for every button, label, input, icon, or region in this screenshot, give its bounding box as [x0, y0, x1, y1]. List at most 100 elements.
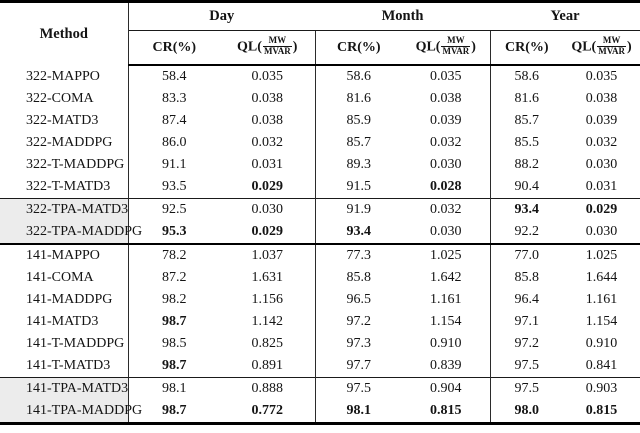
table-row: 141-TPA-MADDPG 98.7 0.772 98.1 0.815 98.0 0.81…: [0, 400, 640, 424]
table-row: 141-MADDPG 98.2 1.156 96.5 1.161 96.4 1.161: [0, 289, 640, 311]
value-cell: 0.038: [251, 113, 284, 128]
value-cell: 85.8: [314, 267, 403, 289]
column-header-year-ql: QL(MW MVAR): [563, 30, 640, 66]
column-group-month: Month: [315, 1, 491, 31]
value-cell: 85.5: [489, 132, 564, 154]
value-cell: 0.031: [585, 179, 618, 194]
value-cell: 0.038: [251, 91, 284, 106]
value-cell: 0.035: [430, 69, 462, 84]
value-cell: 1.644: [585, 270, 618, 285]
method-cell: 322-TPA-MADDPG: [0, 221, 142, 244]
value-cell: 0.815: [585, 403, 618, 418]
value-cell: 97.1: [489, 311, 564, 333]
value-cell: 0.032: [585, 135, 618, 150]
value-cell: 98.1: [314, 400, 403, 424]
column-header-month-ql: QL(MW MVAR): [402, 30, 491, 66]
value-cell: 0.028: [430, 179, 462, 194]
method-cell: 141-MADDPG: [26, 292, 113, 307]
method-cell: 141-COMA: [26, 270, 94, 285]
method-cell: 141-T-MATD3: [26, 358, 111, 373]
method-cell: 322-TPA-MATD3: [0, 198, 128, 221]
value-cell: 0.030: [585, 224, 618, 239]
value-cell: 1.631: [251, 270, 284, 285]
group-header-row: Method Day Month Year: [0, 1, 640, 65]
column-header-month-cr: CR(%): [314, 30, 403, 66]
value-cell: 96.4: [489, 289, 564, 311]
value-cell: 0.772: [251, 403, 284, 418]
method-cell: 141-TPA-MADDPG: [0, 400, 142, 424]
value-cell: 98.7: [127, 311, 220, 333]
ql-suffix: ): [292, 39, 298, 55]
value-cell: 58.6: [489, 65, 564, 88]
value-cell: 91.1: [127, 154, 220, 176]
table-row: 141-MATD3 98.7 1.142 97.2 1.154 97.1 1.154: [0, 311, 640, 333]
value-cell: 77.0: [489, 243, 564, 267]
value-cell: 78.2: [127, 243, 220, 267]
method-cell: 322-MADDPG: [26, 135, 113, 150]
value-cell: 93.4: [489, 198, 564, 221]
ql-fraction-denominator: MVAR: [598, 46, 626, 56]
table-row: 322-COMA 83.3 0.038 81.6 0.038 81.6 0.038: [0, 88, 640, 110]
value-cell: 83.3: [127, 88, 220, 110]
table-header: Method Day Month Year CR(%) QL(MW MVAR) C…: [0, 1, 640, 66]
table-row: 141-MAPPO 78.2 1.037 77.3 1.025 77.0 1.025: [0, 243, 640, 267]
value-cell: 98.2: [127, 289, 220, 311]
value-cell: 0.825: [251, 336, 284, 351]
value-cell: 0.038: [430, 91, 462, 106]
value-cell: 1.156: [251, 292, 284, 307]
table-row: 322-TPA-MADDPG 95.3 0.029 93.4 0.030 92.2 0.03…: [0, 221, 640, 244]
value-cell: 0.032: [430, 135, 462, 150]
value-cell: 0.029: [251, 179, 284, 194]
table-row: 322-MATD3 87.4 0.038 85.9 0.039 85.7 0.039: [0, 110, 640, 132]
ql-suffix: ): [471, 39, 476, 55]
value-cell: 97.5: [314, 377, 403, 400]
ql-prefix: QL(: [237, 39, 262, 55]
value-cell: 81.6: [314, 88, 403, 110]
value-cell: 87.2: [127, 267, 220, 289]
value-cell: 0.904: [402, 377, 491, 400]
value-cell: 98.7: [127, 400, 220, 424]
ql-prefix: QL(: [571, 39, 597, 55]
value-cell: 58.4: [127, 65, 220, 88]
value-cell: 0.910: [430, 336, 462, 351]
value-cell: 0.032: [402, 198, 491, 221]
value-cell: 81.6: [489, 88, 564, 110]
ql-fraction: MW MVAR: [262, 35, 292, 57]
value-cell: 0.841: [585, 358, 618, 373]
value-cell: 0.910: [585, 336, 618, 351]
ql-suffix: ): [627, 39, 632, 55]
value-cell: 85.7: [489, 110, 564, 132]
value-cell: 0.839: [430, 358, 462, 373]
value-cell: 95.3: [127, 221, 220, 244]
table-body: 322-MAPPO 58.4 0.035 58.6 0.035 58.6 0.035 322-…: [0, 65, 640, 424]
value-cell: 0.903: [563, 377, 640, 400]
method-cell: 322-COMA: [26, 91, 94, 106]
value-cell: 90.4: [489, 176, 564, 199]
value-cell: 0.035: [585, 69, 618, 84]
value-cell: 0.030: [585, 157, 618, 172]
value-cell: 97.3: [314, 333, 403, 355]
ql-fraction: MW MVAR: [597, 35, 627, 57]
value-cell: 96.5: [314, 289, 403, 311]
ql-fraction: MW MVAR: [441, 35, 471, 57]
value-cell: 0.032: [251, 135, 284, 150]
column-header-method: Method: [0, 1, 129, 65]
value-cell: 85.7: [314, 132, 403, 154]
method-cell: 322-T-MATD3: [26, 179, 111, 194]
column-header-year-cr: CR(%): [489, 30, 564, 66]
table-row: 322-MADDPG 86.0 0.032 85.7 0.032 85.5 0.032: [0, 132, 640, 154]
value-cell: 0.038: [585, 91, 618, 106]
value-cell: 98.0: [489, 400, 564, 424]
value-cell: 98.7: [127, 355, 220, 378]
ql-fraction-numerator: MW: [262, 35, 292, 47]
method-cell: 141-MATD3: [26, 314, 99, 329]
table-row: 322-T-MADDPG 91.1 0.031 89.3 0.030 88.2 0.030: [0, 154, 640, 176]
method-cell: 141-TPA-MATD3: [0, 377, 128, 400]
column-group-day: Day: [128, 1, 316, 31]
value-cell: 85.9: [314, 110, 403, 132]
value-cell: 1.161: [585, 292, 618, 307]
value-cell: 92.5: [127, 198, 220, 221]
value-cell: 93.4: [314, 221, 403, 244]
